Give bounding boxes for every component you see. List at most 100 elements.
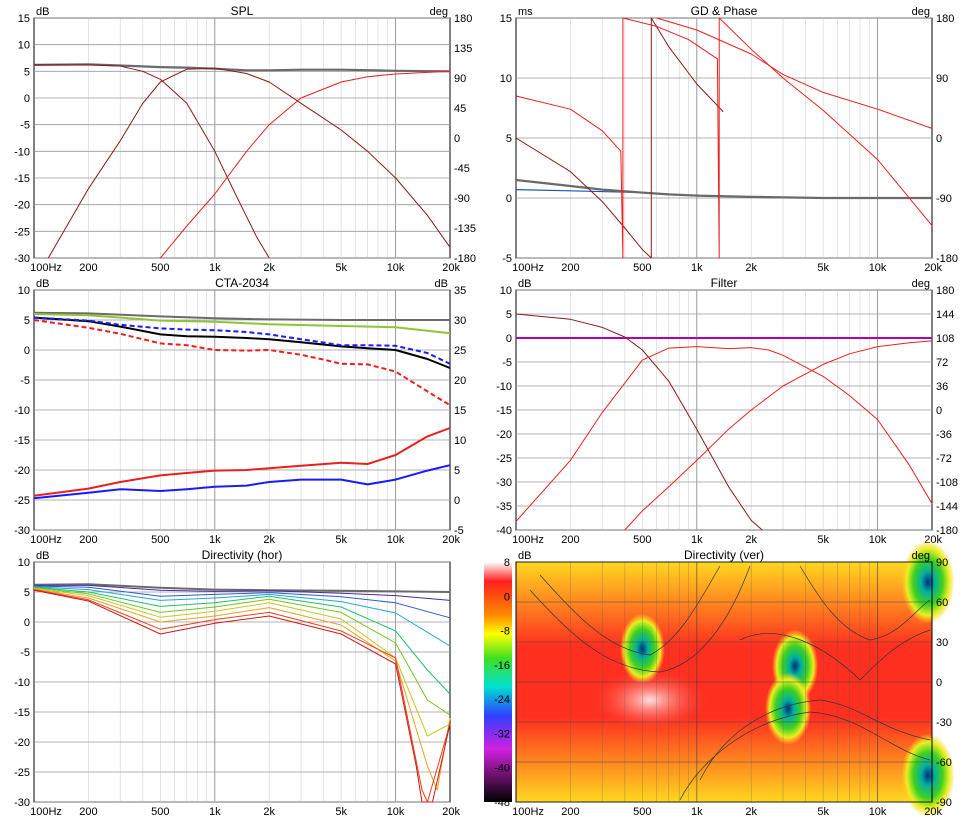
x-tick-label: 100Hz xyxy=(512,262,544,274)
y-ticks-dir-hor: 10 5 0 -5 -10 -15 -20 -25 -30 xyxy=(14,557,30,809)
x-tick-label: 2k xyxy=(745,806,757,818)
x-tick-label: 500 xyxy=(151,262,169,274)
chart-title-dir-hor: Directivity (hor) xyxy=(202,548,283,562)
series-cta2034 xyxy=(33,311,451,500)
left-unit-dir-hor: dB xyxy=(36,550,49,562)
series-line xyxy=(33,316,451,369)
y2-tick-label: 135 xyxy=(454,43,472,55)
colorbar-tick-label: -40 xyxy=(494,763,510,775)
x-tick-label: 5k xyxy=(335,806,347,818)
grid-cta2034 xyxy=(34,289,450,531)
series-dir-hor xyxy=(33,583,451,803)
series-line xyxy=(33,583,451,593)
y-tick-label: 10 xyxy=(18,40,30,52)
x-tick-label: 10k xyxy=(387,534,405,546)
x-tick-label: 100Hz xyxy=(30,262,62,274)
y-tick-label: 0 xyxy=(506,333,512,345)
y2-tick-label: 180 xyxy=(454,13,472,25)
y2-tick-label: 144 xyxy=(936,309,954,321)
y-tick-label: -20 xyxy=(496,429,512,441)
y-tick-label: 5 xyxy=(506,133,512,145)
series-line xyxy=(624,340,933,531)
series-line xyxy=(33,319,451,407)
right-unit-filter: deg xyxy=(912,278,930,290)
y2-tick-label: 0 xyxy=(936,133,942,145)
y-tick-label: -20 xyxy=(14,465,30,477)
panel-dir-hor: Directivity (hor) dB 10 5 0 -5 -10 -15 -20 -25 -… xyxy=(14,548,460,818)
x-tick-label: 5k xyxy=(817,534,829,546)
panel-filter: Filter dB deg 10 5 0 -5 -10 -15 -20 -25 -30 -35 -4… xyxy=(496,276,958,546)
series-line xyxy=(33,316,451,365)
heatmap-spot xyxy=(619,613,665,684)
x-tick-label: 5k xyxy=(817,262,829,274)
y2-ticks-dir-ver: 90 60 30 0 -30 -60 -90 xyxy=(936,557,952,809)
series-line xyxy=(515,17,933,259)
series-line xyxy=(515,346,933,522)
y2-tick-label: 0 xyxy=(936,677,942,689)
x-ticks-cta2034: 100Hz 200 500 1k 2k 5k 10k 20k xyxy=(30,534,460,546)
colorbar-tick-label: -8 xyxy=(500,626,510,638)
y-ticks-gd-phase: 15 10 5 0 -5 xyxy=(500,13,512,265)
plot-area-spl xyxy=(33,17,451,259)
y2-tick-label: 90 xyxy=(936,73,948,85)
y-tick-label: -25 xyxy=(14,767,30,779)
y2-tick-label: 36 xyxy=(936,381,948,393)
x-tick-label: 20k xyxy=(442,534,460,546)
right-unit-spl: deg xyxy=(430,6,448,18)
y2-ticks-gd-phase: 180 90 0 -90 -180 xyxy=(936,13,958,265)
x-tick-label: 100Hz xyxy=(512,806,544,818)
right-unit-cta2034: dB xyxy=(435,278,448,290)
y2-tick-label: -60 xyxy=(936,757,952,769)
right-unit-gd-phase: deg xyxy=(912,6,930,18)
y2-ticks-filter: 180 144 108 72 36 0 -36 -72 -108 -144 -180 xyxy=(936,285,958,537)
series-line xyxy=(33,589,451,803)
y-tick-label: -5 xyxy=(20,375,30,387)
y2-tick-label: 0 xyxy=(454,495,460,507)
y-tick-label: -20 xyxy=(14,200,30,212)
x-tick-label: 2k xyxy=(263,534,275,546)
y-tick-label: -5 xyxy=(502,357,512,369)
x-ticks-filter: 100Hz 200 500 1k 2k 5k 10k 20k xyxy=(512,534,942,546)
y-tick-label: -15 xyxy=(496,405,512,417)
y-tick-label: -30 xyxy=(496,477,512,489)
series-line xyxy=(33,464,451,500)
y2-tick-label: -90 xyxy=(936,797,952,809)
heatmap-spot xyxy=(765,672,812,745)
y-tick-label: 0 xyxy=(24,93,30,105)
x-tick-label: 5k xyxy=(817,806,829,818)
x-tick-label: 200 xyxy=(561,806,579,818)
y2-ticks-cta2034: 35 30 25 20 15 10 5 0 -5 xyxy=(454,285,466,537)
series-line xyxy=(33,587,451,737)
y2-tick-label: -45 xyxy=(454,163,470,175)
x-tick-label: 500 xyxy=(151,534,169,546)
x-tick-label: 500 xyxy=(633,534,651,546)
y-tick-label: 5 xyxy=(506,309,512,321)
y2-tick-label: 180 xyxy=(936,285,954,297)
y-tick-label: 5 xyxy=(24,315,30,327)
y-ticks-cta2034: 10 5 0 -5 -10 -15 -20 -25 -30 xyxy=(14,285,30,537)
contour-line xyxy=(699,699,931,781)
y2-tick-label: 30 xyxy=(936,637,948,649)
y2-tick-label: 90 xyxy=(454,73,466,85)
y2-tick-label: 108 xyxy=(936,333,954,345)
y-tick-label: -10 xyxy=(14,146,30,158)
y-tick-label: -10 xyxy=(14,405,30,417)
series-line xyxy=(33,587,451,716)
x-tick-label: 1k xyxy=(691,806,703,818)
y2-tick-label: -135 xyxy=(454,223,476,235)
heatmap-spot xyxy=(901,733,955,818)
y-tick-label: 5 xyxy=(24,587,30,599)
heatmap-contours xyxy=(529,565,931,801)
series-line xyxy=(33,589,451,803)
panel-dir-ver: 8 0 -8 -16 -24 -32 -40 -48 Directivity (ver) dB… xyxy=(484,540,955,818)
series-line xyxy=(515,313,763,531)
y2-tick-label: 20 xyxy=(454,375,466,387)
x-tick-label: 1k xyxy=(209,806,221,818)
x-ticks-spl: 100Hz 200 500 1k 2k 5k 10k 20k xyxy=(30,262,460,274)
y2-tick-label: 5 xyxy=(454,465,460,477)
y2-tick-label: 72 xyxy=(936,357,948,369)
contour-line xyxy=(799,565,931,641)
x-tick-label: 500 xyxy=(151,806,169,818)
x-tick-label: 10k xyxy=(387,262,405,274)
